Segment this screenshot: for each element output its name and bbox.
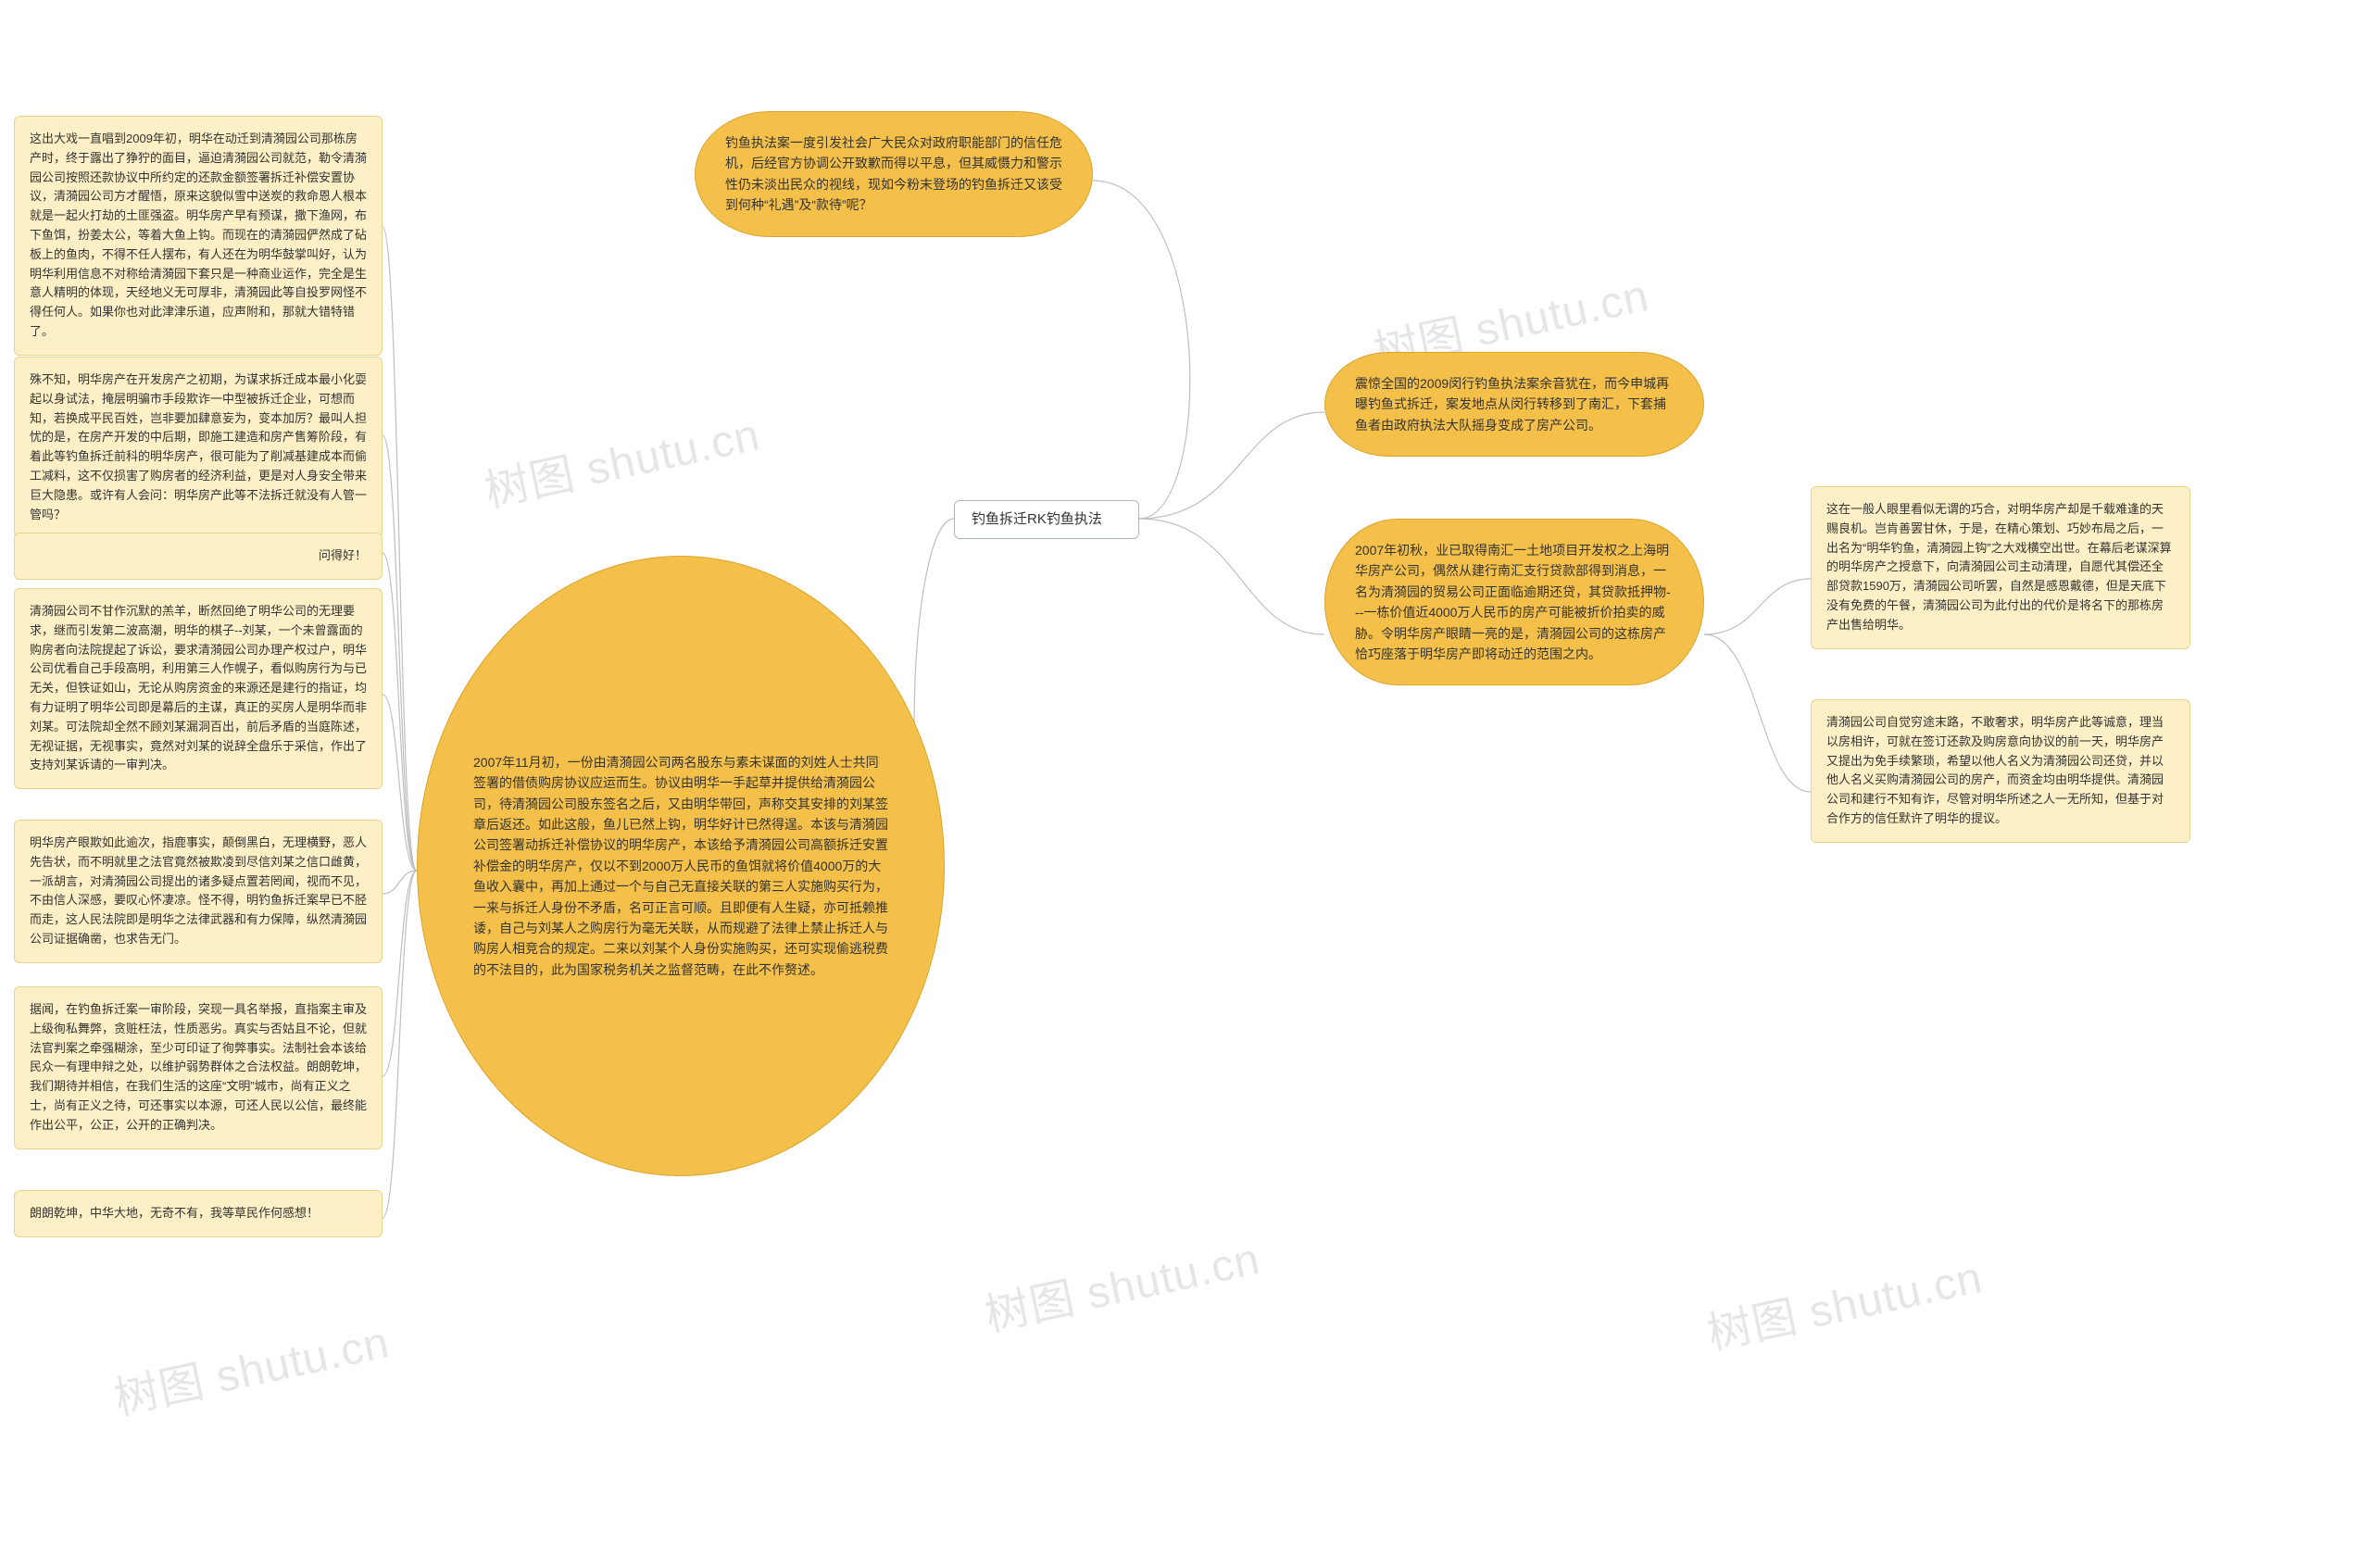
connector: [383, 553, 417, 871]
connector: [1139, 519, 1324, 634]
center-topic[interactable]: 钓鱼拆迁RK钓鱼执法: [954, 500, 1139, 539]
leaf-left-4[interactable]: 清漪园公司不甘作沉默的羔羊，断然回绝了明华公司的无理要求，继而引发第二波高潮，明…: [14, 588, 383, 789]
primary-node-2007nov[interactable]: 2007年11月初，一份由清漪园公司两名股东与素未谋面的刘姓人士共同签署的借债购…: [417, 556, 945, 1176]
leaf-left-2[interactable]: 殊不知，明华房产在开发房产之初期，为谋求拆迁成本最小化耍起以身试法，掩层明骗市手…: [14, 357, 383, 538]
connector: [383, 227, 417, 871]
mindmap-canvas: 树图 shutu.cn 树图 shutu.cn 树图 shutu.cn 树图 s…: [0, 0, 2371, 1568]
connector: [383, 871, 417, 894]
connector: [1139, 412, 1324, 519]
primary-node-case2009[interactable]: 震惊全国的2009闵行钓鱼执法案余音犹在，而今申城再曝钓鱼式拆迁，案发地点从闵行…: [1324, 352, 1704, 457]
watermark: 树图 shutu.cn: [478, 397, 765, 519]
watermark: 树图 shutu.cn: [107, 1305, 395, 1426]
leaf-left-7[interactable]: 朗朗乾坤，中华大地，无奇不有，我等草民作何感想！: [14, 1190, 383, 1237]
watermark: 树图 shutu.cn: [1700, 1240, 1988, 1361]
primary-node-2007autumn[interactable]: 2007年初秋，业已取得南汇一土地项目开发权之上海明华房产公司，偶然从建行南汇支…: [1324, 519, 1704, 685]
connector: [1093, 181, 1190, 519]
connector: [1704, 634, 1811, 792]
connector: [383, 871, 417, 1076]
connector: [383, 871, 417, 1218]
leaf-left-5[interactable]: 明华房产眼欺如此逾次，指鹿事实，颠倒黑白，无理横野，恶人先告状，而不明就里之法官…: [14, 820, 383, 963]
leaf-left-1[interactable]: 这出大戏一直唱到2009年初，明华在动迁到清漪园公司那栋房产时，终于露出了狰狞的…: [14, 116, 383, 356]
leaf-left-3[interactable]: 问得好！: [14, 533, 383, 580]
connector: [1704, 579, 1811, 634]
connector: [383, 695, 417, 871]
leaf-left-6[interactable]: 据闻，在钓鱼拆迁案一审阶段，突现一具名举报，直指案主审及上级徇私舞弊，贪赃枉法，…: [14, 986, 383, 1149]
primary-node-intro[interactable]: 钓鱼执法案一度引发社会广大民众对政府职能部门的信任危机，后经官方协调公开致歉而得…: [695, 111, 1093, 237]
connector: [383, 435, 417, 871]
watermark: 树图 shutu.cn: [978, 1222, 1265, 1343]
leaf-right-1[interactable]: 这在一般人眼里看似无谓的巧合，对明华房产却是千载难逢的天赐良机。岂肯善罢甘休，于…: [1811, 486, 2190, 649]
leaf-right-2[interactable]: 清漪园公司自觉穷途末路，不敢奢求，明华房产此等诚意，理当以房相许，可就在签订还款…: [1811, 699, 2190, 843]
